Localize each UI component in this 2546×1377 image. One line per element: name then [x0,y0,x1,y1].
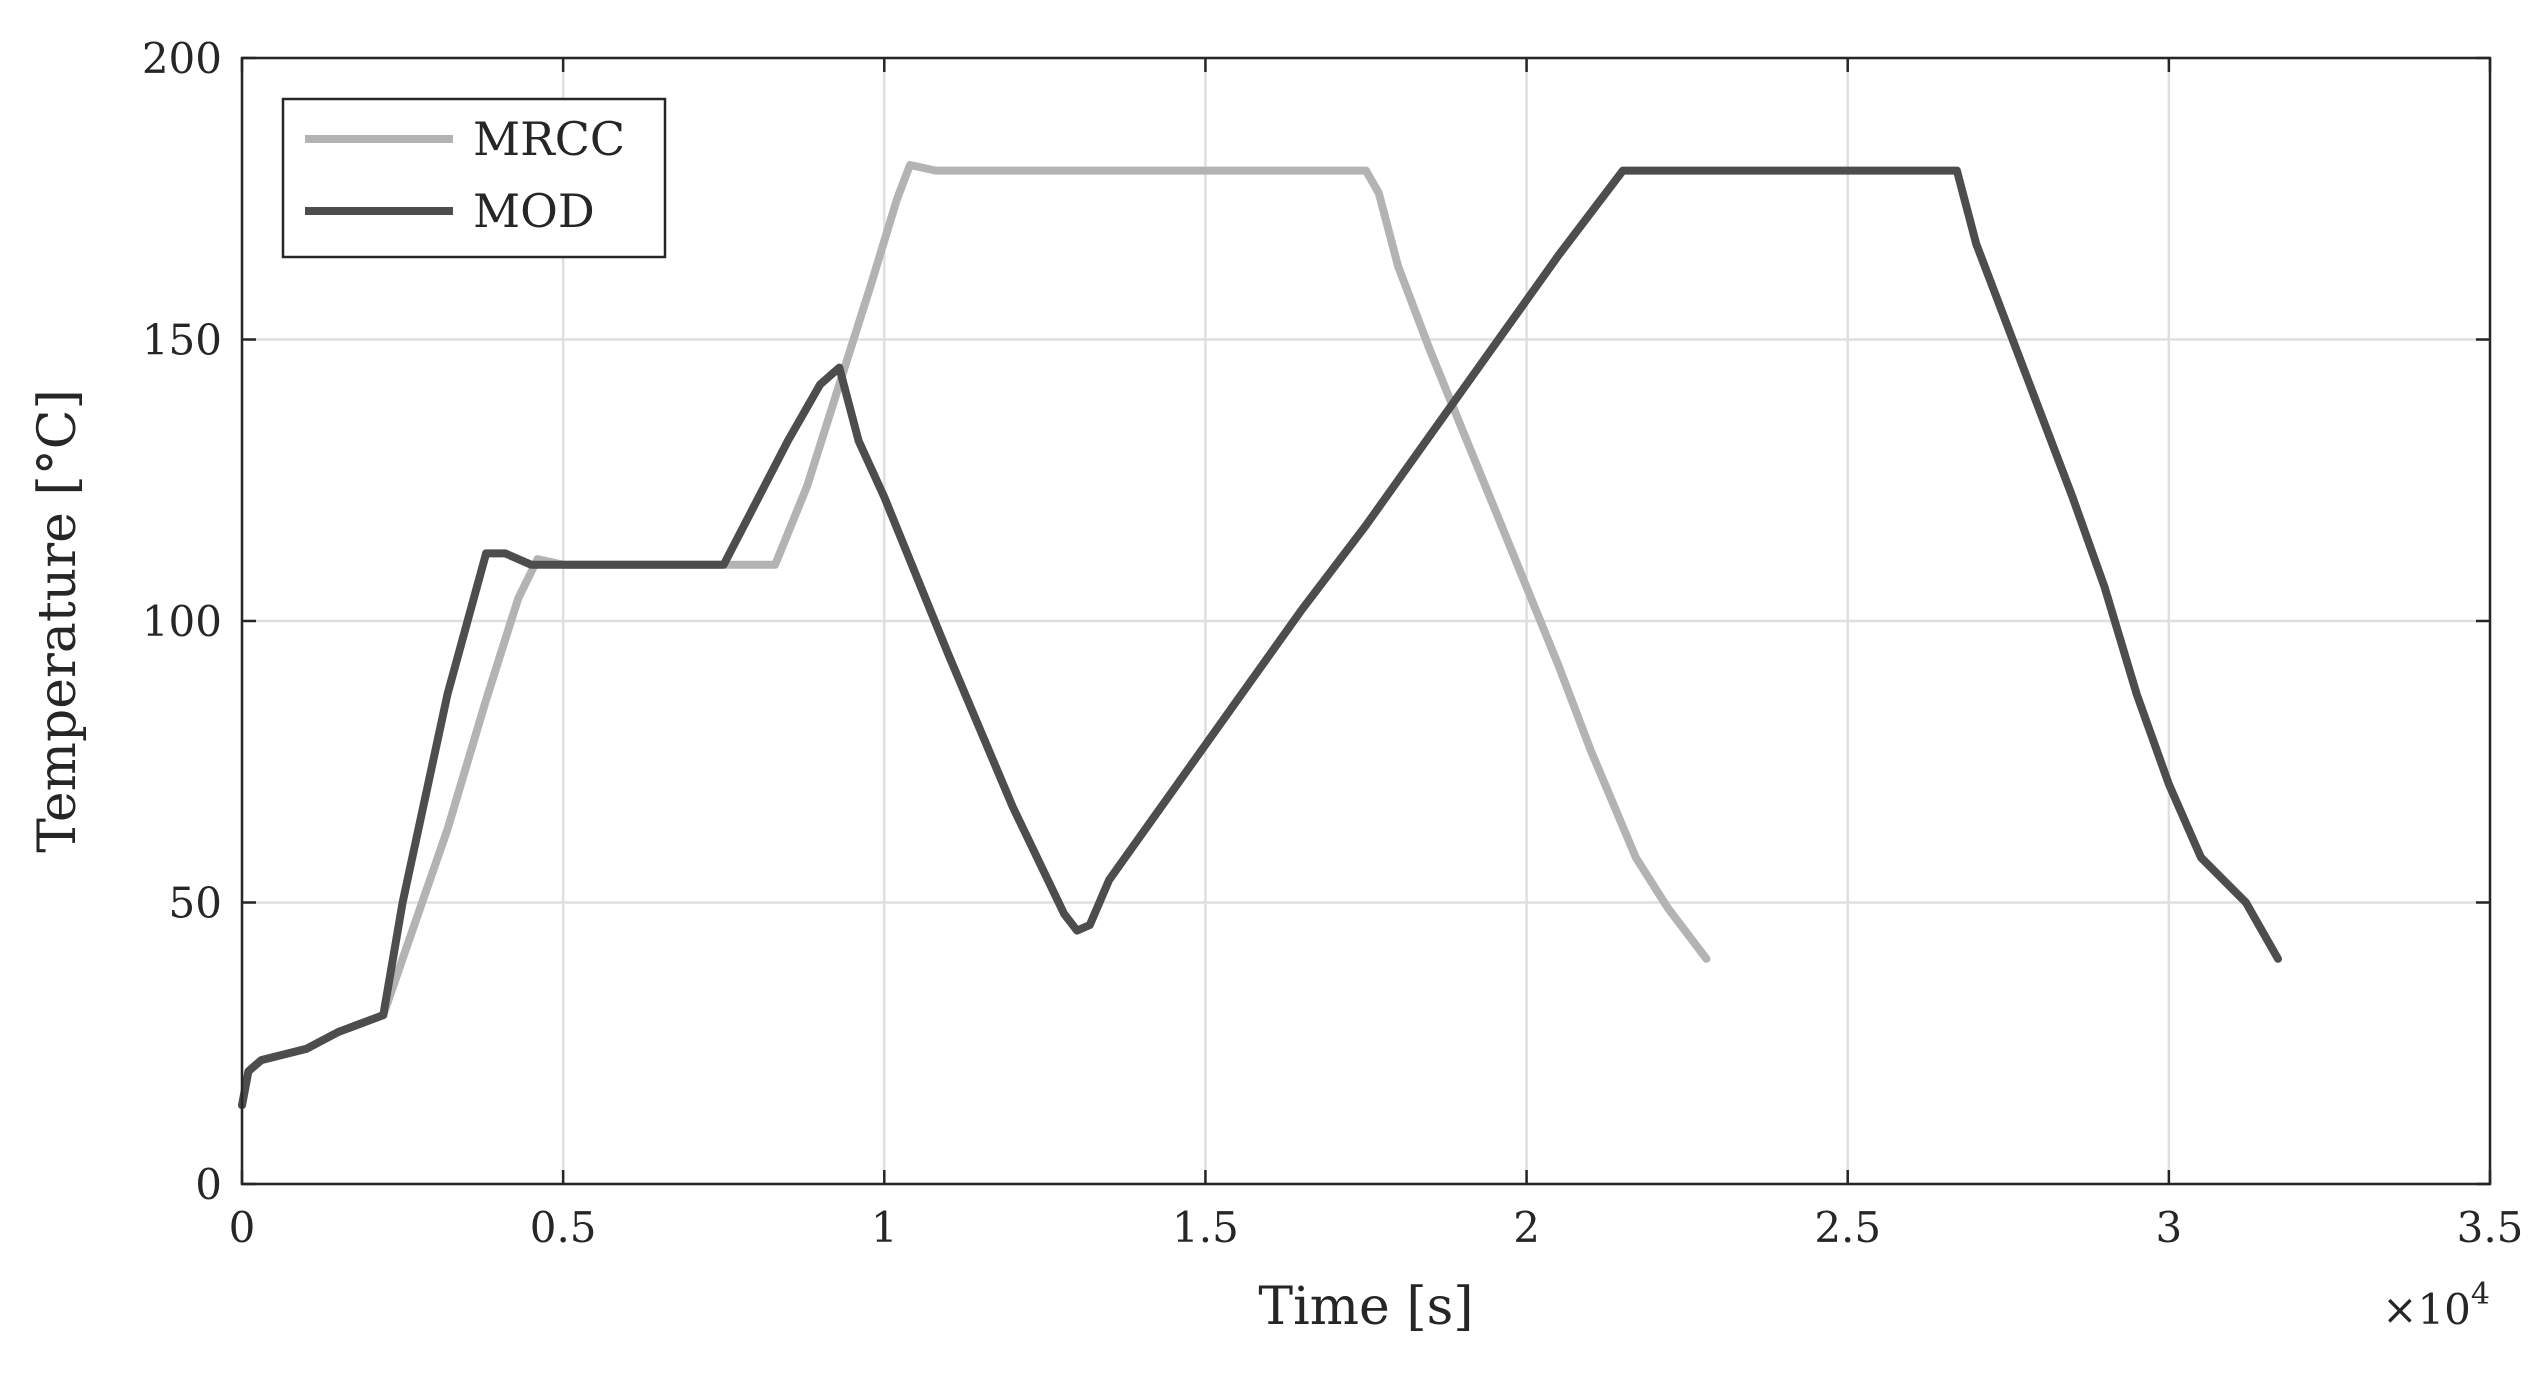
x-axis-multiplier-base: ×10 [2382,1285,2471,1334]
x-tick-label: 3.5 [2457,1203,2524,1252]
axis-labels: Time [s] Temperature [°C] ×104 [28,389,2490,1337]
x-axis-multiplier-exponent: 4 [2471,1277,2490,1312]
x-tick-label: 0.5 [530,1203,597,1252]
y-tick-label: 200 [142,34,222,83]
legend-label-mrcc: MRCC [473,112,625,166]
axis-ticks: 0 0.5 1 1.5 2 2.5 3 3.5 0 50 100 150 200 [142,34,2524,1252]
x-axis-label: Time [s] [1258,1277,1473,1337]
legend: MRCC MOD [281,97,667,259]
y-axis-label: Temperature [°C] [28,389,88,853]
y-tick-label: 50 [169,879,222,928]
y-tick-label: 150 [142,316,222,365]
x-tick-label: 2 [1513,1203,1540,1252]
x-tick-label: 0 [229,1203,256,1252]
legend-label-mod: MOD [473,184,595,238]
series-line-mrcc [238,161,1711,1110]
x-axis-multiplier: ×104 [2382,1277,2490,1334]
series-line-mod [238,166,2282,1110]
y-tick-label: 0 [195,1160,222,1209]
legend-box [281,97,667,259]
x-tick-label: 2.5 [1814,1203,1881,1252]
y-tick-label: 100 [142,597,222,646]
x-tick-label: 1.5 [1172,1203,1239,1252]
series-lines [238,161,2282,1110]
x-tick-label: 3 [2155,1203,2182,1252]
x-tick-label: 1 [871,1203,898,1252]
